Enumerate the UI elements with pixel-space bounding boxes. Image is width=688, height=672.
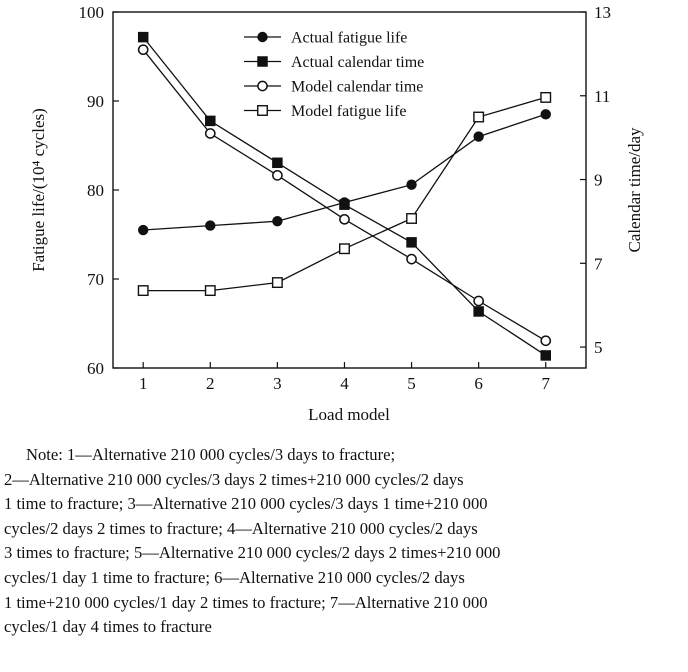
series-4 — [137, 91, 552, 297]
data-point — [339, 243, 350, 255]
note-line: 1 time+210 000 cycles/1 day 2 times to f… — [4, 592, 488, 612]
y-right-tick-label: 7 — [594, 254, 603, 273]
data-point — [137, 31, 149, 43]
data-point — [473, 111, 485, 123]
y-left-tick-label: 70 — [87, 270, 104, 289]
data-point — [473, 295, 485, 307]
series-3 — [137, 44, 552, 347]
data-point — [406, 253, 417, 265]
chart: 1 2 3 4 5 6 7 60 70 80 90 100 5 7 9 11 13 Actual fatigue… — [29, 3, 644, 424]
x-tick-label: 4 — [340, 374, 349, 393]
x-tick-label: 1 — [139, 374, 148, 393]
legend-label: Actual fatigue life — [291, 30, 407, 47]
note-line: 3 times to fracture; 5—Alternative 210 0… — [4, 543, 501, 563]
legend-label: Model fatigue life — [291, 103, 407, 120]
series-layer — [137, 31, 552, 361]
x-axis-title: Load model — [308, 405, 390, 424]
series-line — [143, 113, 546, 231]
legend-marker — [257, 31, 268, 43]
data-point — [205, 115, 216, 127]
data-point — [406, 179, 417, 190]
x-tick-label: 5 — [407, 374, 416, 393]
data-point — [339, 199, 350, 210]
data-point — [473, 131, 484, 142]
legend-label: Model calendar time — [291, 79, 423, 96]
data-point — [271, 277, 283, 289]
series-2 — [137, 31, 551, 361]
figure-note: Note: 1—Alternative 210 000 cycles/3 day… — [4, 443, 688, 640]
legend-label: Actual calendar time — [291, 54, 424, 71]
legend-marker — [257, 56, 268, 67]
y-right-tick-label: 13 — [594, 3, 611, 22]
legend-item: Actual calendar time — [244, 54, 424, 71]
legend-item: Model fatigue life — [244, 103, 407, 120]
data-point — [473, 306, 484, 317]
y-left-tick-label: 90 — [87, 92, 104, 111]
note-line: Note: 1—Alternative 210 000 cycles/3 day… — [26, 445, 396, 464]
y-right-tick-label: 5 — [594, 338, 603, 357]
data-point — [406, 213, 418, 224]
note-line: cycles/2 days 2 times to fracture; 4—Alt… — [4, 518, 478, 538]
series-line — [143, 96, 546, 292]
data-point — [204, 128, 216, 139]
data-point — [272, 169, 283, 181]
data-point — [272, 157, 283, 169]
data-point — [540, 109, 551, 120]
y-right-tick-label: 9 — [594, 171, 603, 190]
note-line: cycles/1 day 1 time to fracture; 6—Alter… — [4, 567, 465, 587]
data-point — [540, 350, 551, 361]
legend-item: Actual fatigue life — [244, 30, 407, 47]
legend-item: Model calendar time — [244, 79, 423, 96]
legend-marker — [257, 80, 268, 92]
note-line: 1 time to fracture; 3—Alternative 210 00… — [4, 494, 488, 514]
y-axis-left-title: Fatigue life/(10⁴ cycles) — [29, 108, 48, 272]
data-point — [339, 213, 350, 225]
y-right-tick-label: 11 — [594, 87, 610, 106]
note-line: cycles/1 day 4 times to fracture — [4, 617, 212, 637]
y-axis-right-title: Calendar time/day — [625, 127, 644, 253]
note-line: 2—Alternative 210 000 cycles/3 days 2 ti… — [4, 469, 464, 489]
x-tick-label: 7 — [541, 374, 550, 393]
data-point — [205, 220, 216, 231]
y-left-tick-label: 60 — [87, 359, 104, 378]
data-point — [137, 285, 149, 297]
data-point — [137, 44, 149, 56]
data-point — [540, 335, 552, 347]
x-tick-label: 2 — [206, 374, 215, 393]
x-tick-label: 3 — [273, 374, 282, 393]
data-point — [204, 285, 216, 297]
x-tick-label: 6 — [474, 374, 483, 393]
legend-marker — [257, 105, 268, 116]
y-left-tick-label: 80 — [87, 181, 104, 200]
y-left-tick-label: 100 — [79, 3, 105, 22]
data-point — [406, 237, 417, 248]
data-point — [137, 224, 149, 236]
data-point — [540, 91, 552, 103]
axis-ticks: 1 2 3 4 5 6 7 60 70 80 90 100 5 7 9 11 13 — [79, 3, 612, 393]
data-point — [272, 215, 283, 227]
legend: Actual fatigue life Actual calendar time M… — [244, 30, 424, 120]
